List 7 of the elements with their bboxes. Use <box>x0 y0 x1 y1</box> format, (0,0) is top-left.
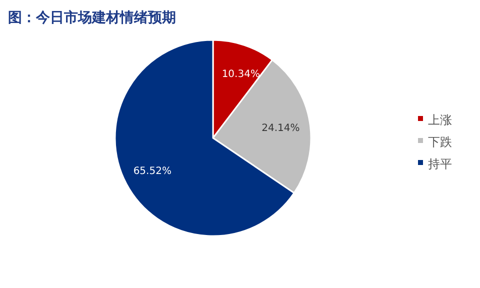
legend-label: 上涨 <box>428 113 452 127</box>
legend-label: 下跌 <box>428 135 452 149</box>
data-label: 24.14% <box>262 122 300 134</box>
data-label: 65.52% <box>133 166 172 178</box>
legend-label: 持平 <box>428 157 452 171</box>
chart-title: 图：今日市场建材情绪预期 <box>8 9 176 26</box>
data-label: 10.34% <box>222 68 260 80</box>
